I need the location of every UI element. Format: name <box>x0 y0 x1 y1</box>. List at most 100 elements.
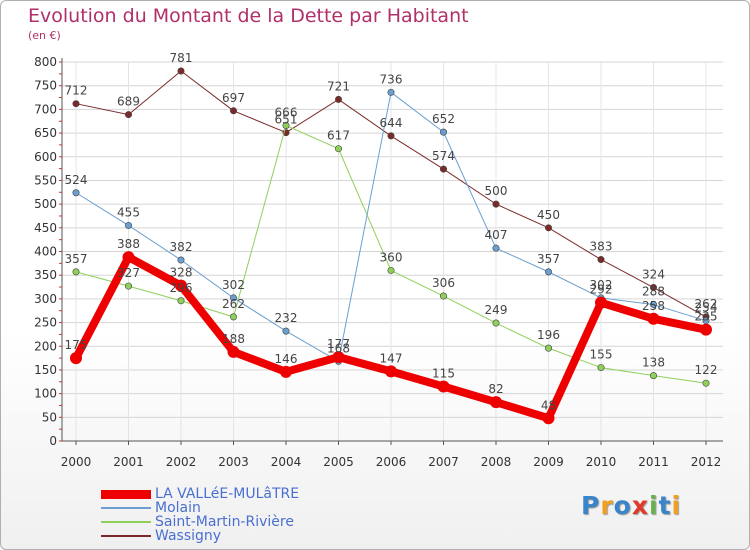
data-label-molain: 302 <box>590 278 613 292</box>
chart-title: Evolution du Montant de la Dette par Hab… <box>28 5 469 27</box>
data-point-la-vall-e-mul-tre <box>647 312 660 325</box>
data-label-molain: 254 <box>695 301 718 315</box>
data-point-la-vall-e-mul-tre <box>490 396 502 409</box>
x-tick-label: 2010 <box>586 455 617 469</box>
x-tick-label: 2008 <box>481 455 512 469</box>
data-label-la-vall-e-mul-tre: 177 <box>327 337 350 351</box>
data-point-wassigny <box>439 165 447 173</box>
data-label-molain: 652 <box>432 112 455 126</box>
data-label-wassigny: 500 <box>485 184 508 198</box>
data-label-saint-martin-rivi-re: 617 <box>327 129 350 143</box>
x-tick-label: 2011 <box>638 455 669 469</box>
x-tick-label: 2002 <box>166 455 197 469</box>
chart-subtitle: (en €) <box>28 29 61 42</box>
data-point-wassigny <box>544 224 552 232</box>
proxiti-logo: Proxiti <box>581 491 682 520</box>
data-point-la-vall-e-mul-tre <box>332 351 345 364</box>
y-tick-label: 350 <box>34 268 57 282</box>
data-point-saint-martin-rivi-re <box>72 268 80 276</box>
data-point-saint-martin-rivi-re <box>125 282 133 290</box>
x-tick-label: 2000 <box>61 455 92 469</box>
data-point-saint-martin-rivi-re <box>492 319 500 327</box>
data-label-molain: 168 <box>327 341 350 355</box>
data-label-molain: 382 <box>170 240 193 254</box>
legend-swatch <box>101 489 151 499</box>
data-label-la-vall-e-mul-tre: 82 <box>488 382 503 396</box>
data-point-molain <box>72 189 80 197</box>
data-point-molain <box>439 128 447 136</box>
data-label-molain: 524 <box>65 173 88 187</box>
legend-item: Saint-Martin-Rivière <box>101 515 299 529</box>
data-point-wassigny <box>649 284 657 292</box>
data-point-la-vall-e-mul-tre <box>175 279 187 292</box>
y-tick-label: 150 <box>34 363 57 377</box>
data-label-la-vall-e-mul-tre: 175 <box>65 338 88 352</box>
data-label-saint-martin-rivi-re: 666 <box>275 105 298 119</box>
data-point-saint-martin-rivi-re <box>702 379 710 387</box>
data-point-saint-martin-rivi-re <box>177 297 185 305</box>
data-label-la-vall-e-mul-tre: 48 <box>541 398 556 412</box>
data-point-la-vall-e-mul-tre <box>542 412 555 425</box>
data-label-la-vall-e-mul-tre: 188 <box>222 332 245 346</box>
data-point-wassigny <box>230 107 238 115</box>
legend-swatch <box>101 535 151 537</box>
data-label-la-vall-e-mul-tre: 328 <box>170 266 193 280</box>
data-label-molain: 288 <box>642 285 665 299</box>
data-label-saint-martin-rivi-re: 357 <box>65 252 88 266</box>
y-tick-label: 700 <box>34 102 57 116</box>
data-label-wassigny: 697 <box>222 91 245 105</box>
y-tick-label: 250 <box>34 316 57 330</box>
data-point-wassigny <box>597 256 605 264</box>
data-point-la-vall-e-mul-tre <box>70 352 82 365</box>
data-label-molain: 357 <box>537 252 560 266</box>
data-label-saint-martin-rivi-re: 327 <box>117 266 140 280</box>
data-label-molain: 455 <box>117 205 140 219</box>
data-point-la-vall-e-mul-tre <box>595 296 607 309</box>
data-point-saint-martin-rivi-re <box>544 344 552 352</box>
data-point-la-vall-e-mul-tre <box>122 251 135 264</box>
data-point-molain <box>125 221 133 229</box>
data-label-wassigny: 712 <box>65 84 88 98</box>
legend-label: Wassigny <box>155 528 222 544</box>
data-label-wassigny: 781 <box>170 51 193 65</box>
data-point-molain <box>544 268 552 276</box>
data-label-molain: 302 <box>222 278 245 292</box>
data-point-molain <box>649 301 657 309</box>
data-point-saint-martin-rivi-re <box>439 292 447 300</box>
data-label-saint-martin-rivi-re: 249 <box>485 303 508 317</box>
y-tick-label: 400 <box>34 245 57 259</box>
y-tick-label: 450 <box>34 221 57 235</box>
y-tick-label: 550 <box>34 173 57 187</box>
data-label-saint-martin-rivi-re: 306 <box>432 276 455 290</box>
legend: LA VALLéE-MULâTRE Molain Saint-Martin-Rivi… <box>101 487 299 543</box>
data-point-saint-martin-rivi-re <box>649 372 657 380</box>
data-label-molain: 232 <box>275 311 298 325</box>
y-tick-label: 750 <box>34 79 57 93</box>
y-tick-label: 650 <box>34 126 57 140</box>
y-tick-label: 300 <box>34 292 57 306</box>
x-tick-label: 2009 <box>533 455 564 469</box>
data-point-la-vall-e-mul-tre <box>227 345 240 358</box>
legend-swatch <box>101 507 151 509</box>
data-label-wassigny: 324 <box>642 268 665 282</box>
data-point-la-vall-e-mul-tre <box>700 323 712 336</box>
y-tick-label: 0 <box>49 434 57 448</box>
legend-label: Molain <box>155 500 201 516</box>
x-tick-label: 2001 <box>113 455 144 469</box>
y-tick-label: 800 <box>34 55 57 69</box>
legend-item: LA VALLéE-MULâTRE <box>101 487 299 501</box>
data-label-wassigny: 721 <box>327 79 350 93</box>
data-label-la-vall-e-mul-tre: 292 <box>590 283 613 297</box>
data-label-saint-martin-rivi-re: 122 <box>695 363 718 377</box>
data-label-molain: 407 <box>485 228 508 242</box>
data-label-saint-martin-rivi-re: 262 <box>222 297 245 311</box>
data-label-saint-martin-rivi-re: 155 <box>590 348 613 362</box>
data-point-saint-martin-rivi-re <box>597 364 605 372</box>
x-tick-label: 2012 <box>691 455 722 469</box>
data-point-wassigny <box>177 67 185 75</box>
data-label-la-vall-e-mul-tre: 235 <box>695 310 718 324</box>
data-point-wassigny <box>125 111 133 119</box>
data-label-la-vall-e-mul-tre: 115 <box>432 367 455 381</box>
y-tick-label: 100 <box>34 387 57 401</box>
